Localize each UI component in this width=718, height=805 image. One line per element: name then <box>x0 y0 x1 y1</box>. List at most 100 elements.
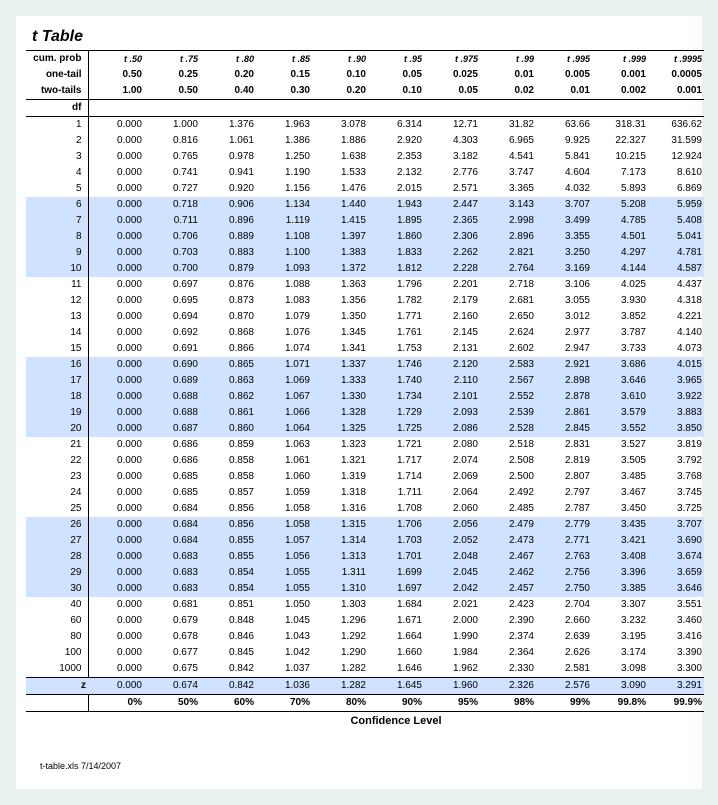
cell-0-2: 1.376 <box>200 117 256 134</box>
cell-26-2: 0.855 <box>200 533 256 549</box>
z-2: 0.842 <box>200 678 256 695</box>
cell-5-8: 3.707 <box>536 197 592 213</box>
cell-17-7: 2.552 <box>480 389 536 405</box>
cell-13-8: 2.977 <box>536 325 592 341</box>
cell-25-2: 0.856 <box>200 517 256 533</box>
cell-2-1: 0.765 <box>144 149 200 165</box>
data-row-80: 800.0000.6780.8461.0431.2921.6641.9902.3… <box>26 629 704 645</box>
cell-29-1: 0.683 <box>144 581 200 597</box>
cell-5-3: 1.134 <box>256 197 312 213</box>
data-row-13: 130.0000.6940.8701.0791.3501.7712.1602.6… <box>26 309 704 325</box>
cell-3-3: 1.190 <box>256 165 312 181</box>
cell-4-0: 0.000 <box>88 181 144 197</box>
cell-25-5: 1.706 <box>368 517 424 533</box>
cell-17-8: 2.878 <box>536 389 592 405</box>
data-row-6: 60.0000.7180.9061.1341.4401.9432.4473.14… <box>26 197 704 213</box>
cell-31-10: 3.460 <box>648 613 704 629</box>
cell-17-9: 3.610 <box>592 389 648 405</box>
cell-25-8: 2.779 <box>536 517 592 533</box>
df-20: 20 <box>26 421 88 437</box>
cell-15-4: 1.337 <box>312 357 368 373</box>
cell-0-9: 318.31 <box>592 117 648 134</box>
one-tail-8: 0.005 <box>536 67 592 83</box>
cell-10-9: 4.025 <box>592 277 648 293</box>
cell-30-1: 0.681 <box>144 597 200 613</box>
cell-20-0: 0.000 <box>88 437 144 453</box>
cell-13-9: 3.787 <box>592 325 648 341</box>
t-sub-1: t .75 <box>144 51 200 68</box>
cell-4-5: 2.015 <box>368 181 424 197</box>
cell-16-1: 0.689 <box>144 373 200 389</box>
cell-4-7: 3.365 <box>480 181 536 197</box>
cell-6-5: 1.895 <box>368 213 424 229</box>
df-15: 15 <box>26 341 88 357</box>
cell-19-9: 3.552 <box>592 421 648 437</box>
cell-31-1: 0.679 <box>144 613 200 629</box>
df-29: 29 <box>26 565 88 581</box>
cell-27-6: 2.048 <box>424 549 480 565</box>
df-5: 5 <box>26 181 88 197</box>
cell-8-1: 0.703 <box>144 245 200 261</box>
data-row-3: 30.0000.7650.9781.2501.6382.3533.1824.54… <box>26 149 704 165</box>
cell-24-8: 2.787 <box>536 501 592 517</box>
cell-18-9: 3.579 <box>592 405 648 421</box>
df-22: 22 <box>26 453 88 469</box>
cell-30-5: 1.684 <box>368 597 424 613</box>
cell-15-0: 0.000 <box>88 357 144 373</box>
cell-15-10: 4.015 <box>648 357 704 373</box>
cell-0-1: 1.000 <box>144 117 200 134</box>
cell-34-6: 1.962 <box>424 661 480 678</box>
cell-18-1: 0.688 <box>144 405 200 421</box>
z-4: 1.282 <box>312 678 368 695</box>
cell-3-6: 2.776 <box>424 165 480 181</box>
cell-12-10: 4.221 <box>648 309 704 325</box>
cell-23-2: 0.857 <box>200 485 256 501</box>
data-row-19: 190.0000.6880.8611.0661.3281.7292.0932.5… <box>26 405 704 421</box>
cell-19-10: 3.850 <box>648 421 704 437</box>
data-row-23: 230.0000.6850.8581.0601.3191.7142.0692.5… <box>26 469 704 485</box>
z-6: 1.960 <box>424 678 480 695</box>
cell-18-6: 2.093 <box>424 405 480 421</box>
cell-32-3: 1.043 <box>256 629 312 645</box>
cell-20-3: 1.063 <box>256 437 312 453</box>
cell-22-5: 1.714 <box>368 469 424 485</box>
cell-1-5: 2.920 <box>368 133 424 149</box>
cell-11-7: 2.681 <box>480 293 536 309</box>
one-tail-9: 0.001 <box>592 67 648 83</box>
cell-26-6: 2.052 <box>424 533 480 549</box>
data-row-14: 140.0000.6920.8681.0761.3451.7612.1452.6… <box>26 325 704 341</box>
cell-28-8: 2.756 <box>536 565 592 581</box>
cell-31-4: 1.296 <box>312 613 368 629</box>
cell-11-6: 2.179 <box>424 293 480 309</box>
t-sub-8: t .995 <box>536 51 592 68</box>
cell-13-7: 2.624 <box>480 325 536 341</box>
cell-4-2: 0.920 <box>200 181 256 197</box>
t-sub-5: t .95 <box>368 51 424 68</box>
cell-33-9: 3.174 <box>592 645 648 661</box>
cell-19-5: 1.725 <box>368 421 424 437</box>
cell-11-0: 0.000 <box>88 293 144 309</box>
conf-3: 70% <box>256 695 312 712</box>
data-row-24: 240.0000.6850.8571.0591.3181.7112.0642.4… <box>26 485 704 501</box>
one-tail-0: 0.50 <box>88 67 144 83</box>
cell-21-0: 0.000 <box>88 453 144 469</box>
cell-7-0: 0.000 <box>88 229 144 245</box>
cell-0-4: 3.078 <box>312 117 368 134</box>
cell-1-8: 9.925 <box>536 133 592 149</box>
confidence-label: Confidence Level <box>88 712 704 730</box>
cell-10-3: 1.088 <box>256 277 312 293</box>
cell-14-5: 1.753 <box>368 341 424 357</box>
cell-28-3: 1.055 <box>256 565 312 581</box>
cell-5-0: 0.000 <box>88 197 144 213</box>
df-80: 80 <box>26 629 88 645</box>
two-tails-4: 0.20 <box>312 83 368 100</box>
cell-33-7: 2.364 <box>480 645 536 661</box>
cell-31-0: 0.000 <box>88 613 144 629</box>
cell-0-6: 12.71 <box>424 117 480 134</box>
data-row-40: 400.0000.6810.8511.0501.3031.6842.0212.4… <box>26 597 704 613</box>
cell-13-6: 2.145 <box>424 325 480 341</box>
cell-25-4: 1.315 <box>312 517 368 533</box>
conf-6: 95% <box>424 695 480 712</box>
t-sub-6: t .975 <box>424 51 480 68</box>
cell-16-10: 3.965 <box>648 373 704 389</box>
